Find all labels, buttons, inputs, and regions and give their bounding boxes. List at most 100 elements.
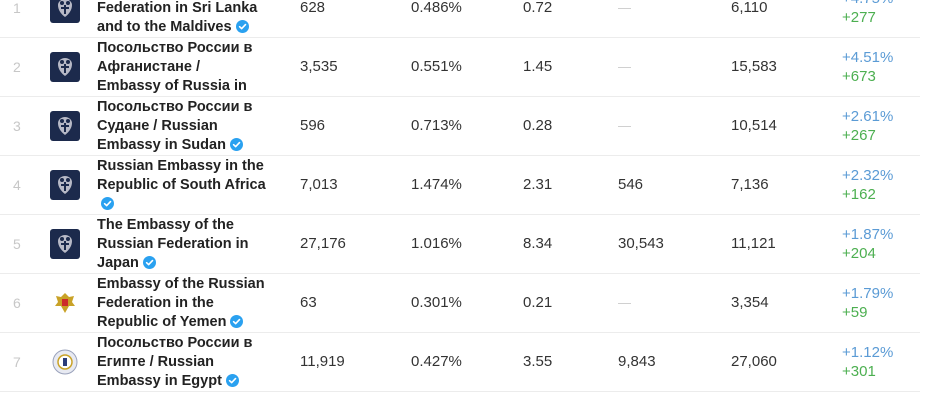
channel-name-text: Афганистане / bbox=[97, 59, 201, 75]
channel-name-text: Federation in Sri Lanka bbox=[97, 0, 258, 16]
views-value: 3,354 bbox=[731, 294, 769, 311]
growth-cell: +1.12% +301 bbox=[842, 343, 893, 381]
channel-avatar[interactable] bbox=[50, 229, 80, 259]
channel-name-link[interactable]: Embassy of the Russian Federation in the R… bbox=[97, 275, 277, 331]
channel-name-text: Republic of South Africa bbox=[97, 177, 266, 193]
engagement-rate-value: 0.301% bbox=[411, 294, 462, 311]
rank-number: 6 bbox=[13, 295, 21, 311]
rank-number: 5 bbox=[13, 236, 21, 252]
growth-percent: +4.75% bbox=[842, 0, 893, 8]
channel-avatar[interactable] bbox=[50, 170, 80, 200]
subscribers-value: 27,176 bbox=[300, 235, 346, 252]
reach-value: 9,843 bbox=[618, 353, 656, 370]
channel-name-line: Russian Embassy in the bbox=[97, 157, 277, 176]
channel-name-text: Russian Embassy in the bbox=[97, 158, 264, 174]
channel-name-text: Embassy in Egypt bbox=[97, 373, 222, 389]
reach-value: — bbox=[618, 0, 631, 15]
channel-avatar[interactable] bbox=[50, 0, 80, 23]
channel-avatar[interactable] bbox=[50, 111, 80, 141]
channel-avatar[interactable] bbox=[50, 288, 80, 318]
subscribers-value: 596 bbox=[300, 117, 326, 134]
channel-name-text: and to the Maldives bbox=[97, 19, 232, 35]
verified-badge-icon bbox=[229, 138, 243, 151]
verified-badge-icon bbox=[235, 20, 249, 33]
table-row[interactable]: 3 Посольство России в Судане / Russian Emba… bbox=[0, 97, 920, 156]
growth-absolute: +204 bbox=[842, 245, 876, 262]
subscribers-value: 63 bbox=[300, 294, 317, 311]
channel-name-text: Russian Federation in bbox=[97, 236, 249, 252]
table-row[interactable]: 4 Russian Embassy in the Republic of South… bbox=[0, 156, 920, 215]
subscribers-value: 628 bbox=[300, 0, 326, 16]
channel-name-text: Republic of Yemen bbox=[97, 314, 227, 330]
reach-value: — bbox=[618, 118, 631, 133]
channel-name-text: Japan bbox=[97, 255, 139, 271]
average-value: 3.55 bbox=[523, 353, 553, 370]
channel-name-link[interactable]: Russian Embassy in the Republic of South … bbox=[97, 157, 277, 213]
channel-name-line: Embassy of the Russian bbox=[97, 275, 277, 294]
views-value: 7,136 bbox=[731, 176, 769, 193]
reach-value: — bbox=[618, 59, 631, 74]
average-value: 2.31 bbox=[523, 176, 553, 193]
channel-name-line: Посольство России в bbox=[97, 334, 277, 353]
channel-name-link[interactable]: Посольство России в Афганистане / Embassy … bbox=[97, 39, 277, 95]
channel-name-text: The Embassy of the bbox=[97, 217, 234, 233]
channel-name-line: Embassy in Sudan bbox=[97, 136, 277, 154]
engagement-rate-value: 0.551% bbox=[411, 58, 462, 75]
growth-absolute: +59 bbox=[842, 304, 868, 321]
channel-name-text: Посольство России в bbox=[97, 40, 253, 56]
growth-cell: +4.75%+277 bbox=[842, 0, 893, 27]
channel-name-line: Japan bbox=[97, 254, 277, 272]
average-value: 0.21 bbox=[523, 294, 553, 311]
subscribers-value: 7,013 bbox=[300, 176, 338, 193]
growth-percent: +1.87% bbox=[842, 226, 894, 243]
channel-name-link[interactable]: The Embassy of the Russian Federation in J… bbox=[97, 216, 277, 272]
channel-name-text: Embassy of the Russian bbox=[97, 276, 265, 292]
average-value: 0.28 bbox=[523, 117, 553, 134]
average-value: 0.72 bbox=[523, 0, 553, 16]
channel-ranking-table: 1Посольство России вFederation in Sri La… bbox=[0, 0, 920, 392]
channel-name-link[interactable]: Посольство России в Египте / Russian Embas… bbox=[97, 334, 277, 390]
channel-avatar[interactable] bbox=[50, 52, 80, 82]
growth-absolute: +162 bbox=[842, 186, 876, 203]
reach-value: 546 bbox=[618, 176, 644, 193]
table-row[interactable]: 7 Посольство России в Египте / Russian Emba… bbox=[0, 333, 920, 392]
reach-value: — bbox=[618, 295, 631, 310]
subscribers-value: 11,919 bbox=[300, 353, 345, 370]
growth-absolute: +267 bbox=[842, 127, 876, 144]
growth-cell: +2.61% +267 bbox=[842, 107, 893, 145]
channel-avatar[interactable] bbox=[50, 347, 80, 377]
table-row[interactable]: 6 Embassy of the Russian Federation in the… bbox=[0, 274, 920, 333]
channel-name-line: Судане / Russian bbox=[97, 117, 277, 136]
verified-badge-icon bbox=[101, 197, 114, 210]
average-value: 1.45 bbox=[523, 58, 553, 75]
table-row[interactable]: 1 Посольство России вFederation in Sri La… bbox=[0, 0, 920, 38]
verified-badge-icon bbox=[142, 256, 156, 269]
verified-badge-icon bbox=[230, 315, 244, 328]
views-value: 10,514 bbox=[731, 117, 777, 134]
channel-name-text: Посольство России в bbox=[97, 99, 253, 115]
channel-name-link[interactable]: Посольство России вFederation in Sri Lan… bbox=[97, 0, 277, 36]
channel-name-line: Афганистане / bbox=[97, 58, 277, 77]
rank-number: 7 bbox=[13, 354, 21, 370]
table-row[interactable]: 2 Посольство России в Афганистане / Embassy… bbox=[0, 38, 920, 97]
channel-name-link[interactable]: Посольство России в Судане / Russian Embas… bbox=[97, 98, 277, 154]
views-value: 6,110 bbox=[731, 0, 768, 16]
engagement-rate-value: 0.427% bbox=[411, 353, 462, 370]
channel-name-line: Embassy in Egypt bbox=[97, 372, 277, 390]
growth-percent: +1.79% bbox=[842, 285, 894, 302]
channel-name-line: Посольство России в bbox=[97, 39, 277, 58]
channel-name-line: Египте / Russian bbox=[97, 353, 277, 372]
channel-name-line: and to the Maldives bbox=[97, 18, 277, 36]
growth-absolute: +673 bbox=[842, 68, 876, 85]
growth-cell: +4.51% +673 bbox=[842, 48, 893, 86]
channel-name-line: The Embassy of the bbox=[97, 216, 277, 235]
engagement-rate-value: 0.713% bbox=[411, 117, 462, 134]
channel-name-text: Embassy of Russia in bbox=[97, 78, 247, 94]
views-value: 11,121 bbox=[731, 235, 776, 252]
subscribers-value: 3,535 bbox=[300, 58, 338, 75]
rank-number: 1 bbox=[13, 0, 21, 16]
growth-cell: +1.87% +204 bbox=[842, 225, 893, 263]
growth-absolute: +277 bbox=[842, 9, 876, 26]
table-row[interactable]: 5 The Embassy of the Russian Federation in… bbox=[0, 215, 920, 274]
channel-name-text: Federation in the bbox=[97, 295, 214, 311]
